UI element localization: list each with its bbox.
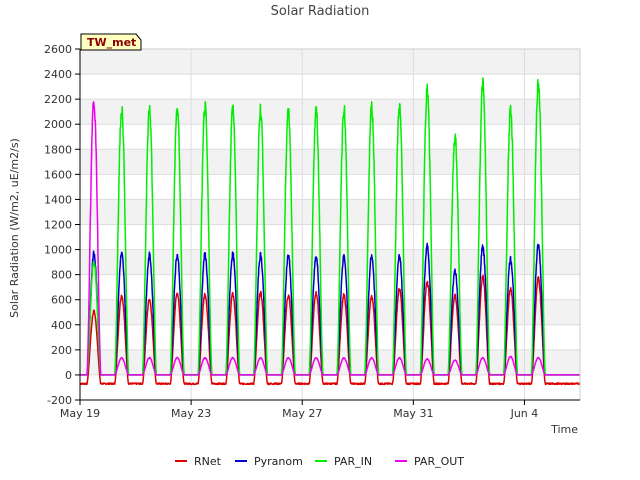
legend-item-pyranom: Pyranom (235, 455, 303, 468)
y-tick-label: 1600 (44, 168, 72, 181)
y-tick-label: 200 (51, 344, 72, 357)
axes: -200 0 200 400 600 800 1000 1200 1400 1600 1800 200… (44, 43, 581, 420)
x-tick-label: May 27 (282, 407, 322, 420)
legend-label: Pyranom (254, 455, 303, 468)
series-line-par-out (79, 101, 581, 376)
plot-band (80, 149, 580, 175)
y-tick-label: 2600 (44, 43, 72, 56)
legend-item-rnet: RNet (175, 455, 222, 468)
y-tick-label: 2400 (44, 68, 72, 81)
plot-band (80, 99, 580, 125)
y-tick-label: 0 (65, 369, 72, 382)
y-tick-label: -200 (47, 394, 72, 407)
legend-item-par-out: PAR_OUT (395, 455, 464, 468)
y-tick-label: 1400 (44, 193, 72, 206)
plot-band (80, 299, 580, 325)
station-badge-label: TW_met (87, 36, 136, 49)
x-tick-label: May 19 (60, 407, 100, 420)
plot-band (80, 349, 580, 375)
x-axis-label: Time (550, 423, 578, 436)
plot-band (80, 49, 580, 75)
y-tick-label: 600 (51, 294, 72, 307)
station-badge: TW_met (80, 33, 142, 51)
legend-label: PAR_OUT (414, 455, 464, 468)
y-tick-label: 800 (51, 269, 72, 282)
x-tick-label: May 23 (171, 407, 211, 420)
plot-band (80, 249, 580, 275)
y-tick-label: 2200 (44, 93, 72, 106)
series-line-rnet (79, 274, 581, 386)
y-tick-label: 400 (51, 319, 72, 332)
legend-item-par-in: PAR_IN (315, 455, 372, 468)
x-tick-label: Jun 4 (510, 407, 539, 420)
y-tick-label: 1200 (44, 219, 72, 232)
x-tick-label: May 31 (393, 407, 433, 420)
y-tick-label: 1000 (44, 244, 72, 257)
plot-band (80, 199, 580, 225)
legend: RNet Pyranom PAR_IN PAR_OUT (175, 455, 464, 468)
y-tick-label: 1800 (44, 143, 72, 156)
series-lines (79, 77, 581, 386)
y-tick-label: 2000 (44, 118, 72, 131)
chart-title: Solar Radiation (271, 4, 370, 19)
y-axis-label: Solar Radiation (W/m2, uE/m2/s) (8, 138, 21, 318)
legend-label: RNet (194, 455, 222, 468)
legend-label: PAR_IN (334, 455, 372, 468)
